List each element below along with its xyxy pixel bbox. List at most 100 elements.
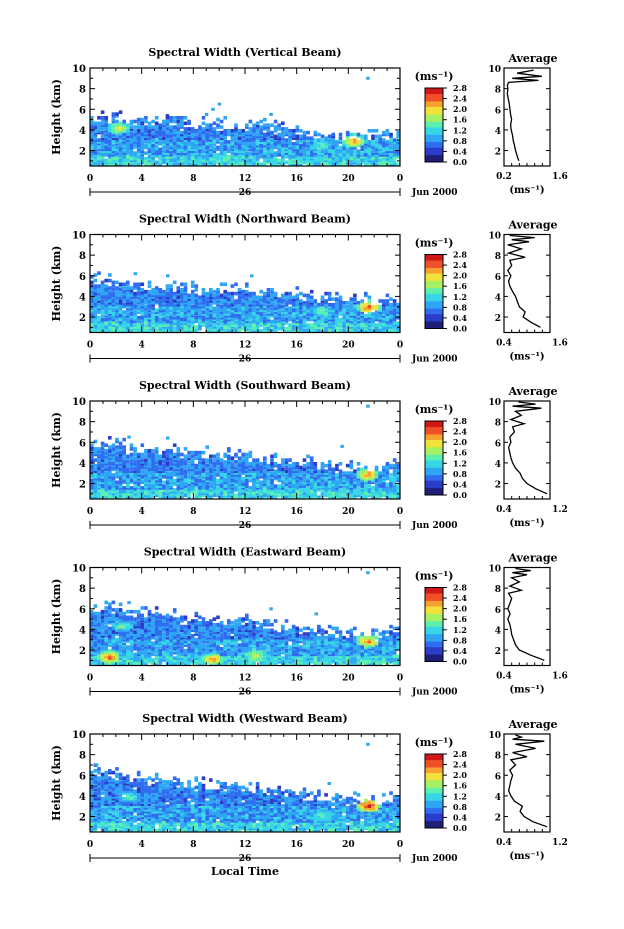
- heatmap-cell: [227, 145, 231, 150]
- heatmap-cell: [100, 452, 105, 457]
- heatmap-cell: [255, 306, 260, 311]
- heatmap-cell: [263, 321, 267, 326]
- colorbar-swatch: [425, 106, 443, 109]
- heatmap-cell: [320, 473, 325, 477]
- heatmap-cell: [313, 495, 318, 499]
- heatmap-cell: [378, 473, 382, 477]
- heatmap-cell: [169, 132, 173, 137]
- heatmap-cell: [176, 158, 181, 163]
- heatmap-cell: [212, 478, 217, 483]
- heatmap-cell: [353, 142, 357, 146]
- heatmap-cell: [154, 312, 159, 316]
- heatmap-cell: [270, 295, 274, 300]
- heatmap-cell: [219, 495, 224, 499]
- heatmap-cell: [129, 291, 134, 296]
- heatmap-cell: [255, 140, 260, 144]
- heatmap-cell: [140, 471, 145, 475]
- heatmap-cell: [100, 321, 105, 326]
- heatmap-cell: [364, 134, 368, 139]
- heatmap-cell: [364, 491, 368, 496]
- heatmap-cell: [349, 484, 354, 488]
- heatmap-cell: [245, 325, 249, 329]
- heatmap-cell: [259, 317, 263, 322]
- heatmap-cell: [248, 132, 253, 137]
- heatmap-cell: [115, 138, 119, 142]
- heatmap-cell: [122, 282, 126, 287]
- heatmap-cell: [299, 491, 303, 496]
- heatmap-cell: [255, 158, 260, 163]
- heatmap-cell: [172, 473, 177, 477]
- heatmap-cell: [133, 456, 137, 460]
- avg-y-tick-label: 4: [495, 127, 501, 137]
- heatmap-cell: [122, 449, 126, 453]
- heatmap-cell: [302, 147, 307, 152]
- heatmap-cell: [190, 486, 195, 490]
- heatmap-cell: [364, 314, 368, 318]
- heatmap-cell: [364, 495, 368, 499]
- heatmap-cell: [212, 323, 217, 327]
- heatmap-cell: [227, 304, 231, 309]
- heatmap-cell: [219, 304, 224, 309]
- heatmap-cell: [154, 321, 159, 326]
- heatmap-cell: [126, 289, 130, 294]
- heatmap-cell: [223, 460, 227, 464]
- heatmap-cell: [190, 158, 195, 163]
- heatmap-cell: [115, 119, 119, 124]
- heatmap-cell: [259, 155, 263, 159]
- heatmap-cell: [245, 456, 249, 460]
- heatmap-cell: [140, 327, 145, 331]
- heatmap-cell: [97, 293, 101, 298]
- heatmap-cell: [378, 134, 382, 139]
- heatmap-cell: [309, 471, 314, 475]
- heatmap-cell: [118, 304, 123, 309]
- heatmap-cell: [295, 151, 300, 155]
- heatmap-cell: [270, 149, 274, 153]
- heatmap-cell: [313, 321, 318, 326]
- heatmap-cell: [291, 482, 296, 486]
- heatmap-cell: [295, 149, 300, 153]
- heatmap-cell: [245, 488, 249, 492]
- heatmap-cell: [97, 465, 101, 470]
- heatmap-cell: [335, 473, 339, 477]
- heatmap-cell: [216, 145, 220, 150]
- heatmap-cell: [93, 151, 98, 155]
- heatmap-cell: [176, 491, 181, 496]
- heatmap-cell: [147, 458, 152, 462]
- heatmap-cell: [371, 328, 375, 333]
- heatmap-cell: [169, 478, 173, 483]
- heatmap-cell: [190, 465, 195, 470]
- heatmap-cell: [309, 473, 314, 477]
- heatmap-cell: [176, 447, 181, 451]
- heatmap-cell: [212, 127, 217, 131]
- heatmap-cell: [140, 156, 145, 161]
- heatmap-cell: [144, 129, 148, 133]
- heatmap-cell: [335, 467, 339, 472]
- heatmap-cell: [172, 325, 177, 329]
- heatmap-cell: [392, 142, 397, 146]
- colorbar-swatch: [425, 324, 443, 328]
- heatmap-cell: [108, 317, 112, 322]
- heatmap-cell: [169, 488, 173, 492]
- heatmap-cell: [270, 321, 274, 326]
- heatmap-cell: [136, 293, 141, 298]
- heatmap-cell: [100, 142, 105, 146]
- heatmap-cell: [259, 302, 263, 307]
- heatmap-cell: [176, 123, 181, 127]
- heatmap-cell: [90, 456, 94, 460]
- heatmap-cell: [396, 308, 400, 313]
- heatmap-cell: [165, 458, 170, 462]
- heatmap-cell: [227, 478, 231, 483]
- colorbar-swatch: [425, 321, 443, 324]
- heatmap-cell: [255, 473, 260, 477]
- heatmap-cell: [180, 328, 184, 333]
- heatmap-cell: [309, 162, 314, 166]
- heatmap-cell: [209, 314, 213, 318]
- heatmap-cell: [266, 155, 271, 159]
- heatmap-cell: [252, 127, 256, 131]
- heatmap-cell: [136, 117, 141, 122]
- heatmap-cell: [90, 132, 94, 137]
- heatmap-cell: [133, 312, 137, 316]
- heatmap-cell: [111, 317, 116, 322]
- heatmap-cell: [338, 489, 343, 494]
- heatmap-cell: [382, 162, 386, 166]
